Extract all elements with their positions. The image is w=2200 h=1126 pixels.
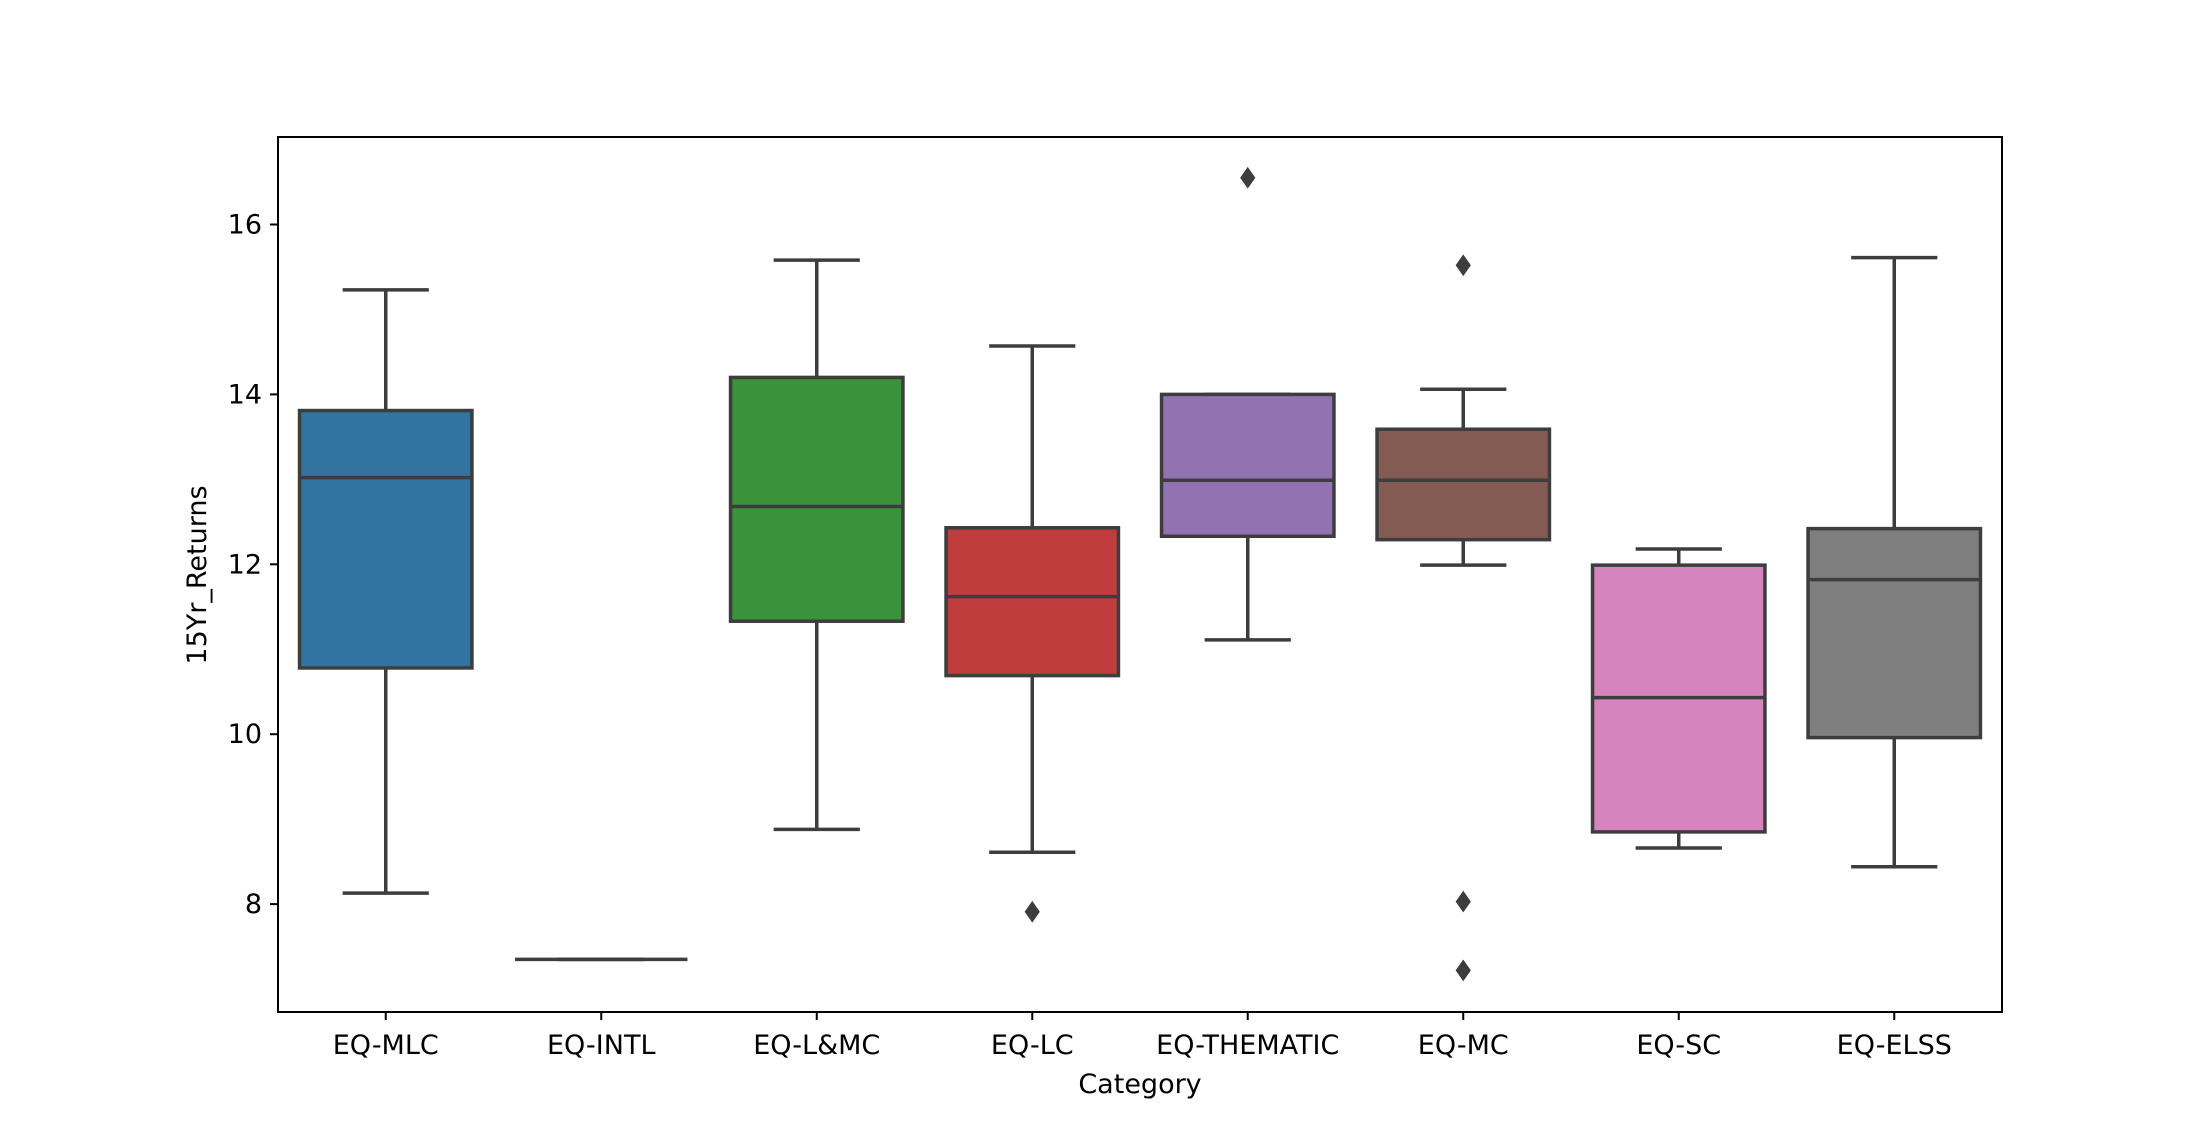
- outlier-point: [1024, 900, 1040, 923]
- box-iqr: [944, 526, 1121, 678]
- outlier-point: [1455, 254, 1471, 277]
- x-tick-label: EQ-SC: [1636, 1030, 1721, 1061]
- box-group-3: [944, 344, 1121, 923]
- y-tick-label: 10: [228, 719, 262, 750]
- box-iqr: [297, 408, 474, 670]
- y-axis-label: 15Yr_Returns: [182, 485, 213, 664]
- box-group-2: [728, 258, 905, 832]
- box-group-7: [1806, 255, 1983, 869]
- axes: EQ-MLC EQ-INTL EQ-L&MC EQ-LC EQ-THEMATIC EQ-M…: [228, 210, 1952, 1062]
- y-tick-label: 8: [245, 889, 262, 920]
- x-tick-label: EQ-INTL: [547, 1030, 656, 1061]
- x-tick-label: EQ-ELSS: [1837, 1030, 1952, 1061]
- outlier-point: [1455, 959, 1471, 982]
- x-tick-label: EQ-MC: [1418, 1030, 1509, 1061]
- outlier-point: [1240, 166, 1256, 189]
- box-iqr: [728, 375, 905, 623]
- x-tick-label: EQ-MLC: [333, 1030, 439, 1061]
- plot-frame: [277, 136, 2003, 1013]
- y-tick-label: 16: [228, 210, 262, 241]
- box-group-4: [1159, 166, 1336, 642]
- box-group-0: [297, 288, 474, 895]
- x-tick-label: EQ-THEMATIC: [1156, 1030, 1339, 1061]
- y-tick-label: 14: [228, 379, 262, 410]
- plot-area: [297, 166, 1983, 982]
- box-iqr: [1159, 392, 1336, 539]
- x-tick-label: EQ-LC: [991, 1030, 1074, 1061]
- outlier-point: [1455, 890, 1471, 913]
- box-iqr: [1806, 526, 1983, 740]
- y-tick-label: 12: [228, 549, 262, 580]
- box-group-6: [1590, 547, 1767, 850]
- box-group-5: [1375, 254, 1552, 982]
- x-tick-label: EQ-L&MC: [753, 1030, 880, 1061]
- x-axis-label: Category: [1078, 1069, 1201, 1100]
- box-iqr: [1375, 427, 1552, 542]
